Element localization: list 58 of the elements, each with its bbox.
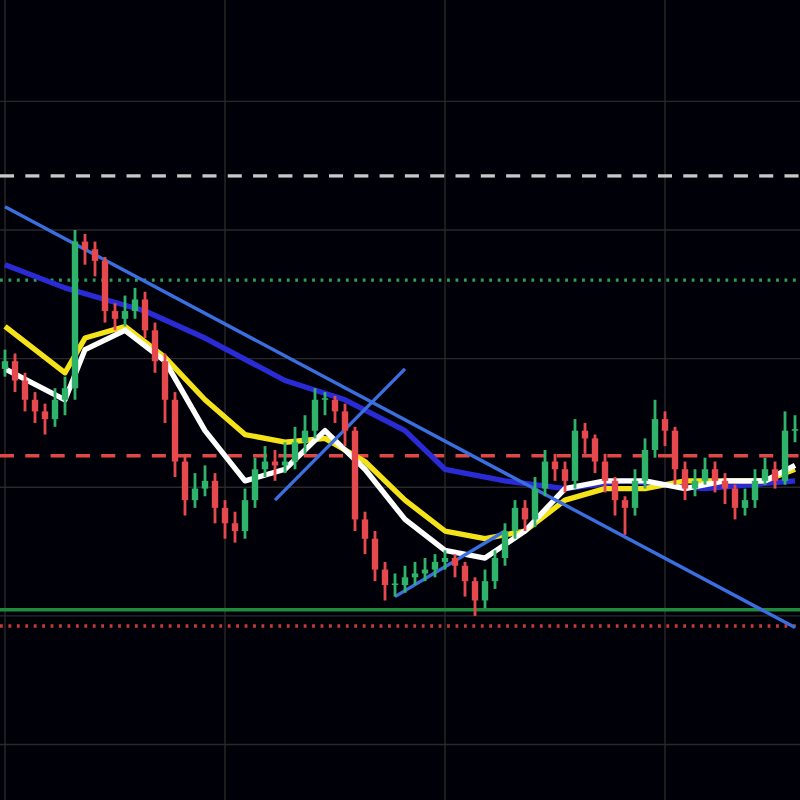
candlestick: [311, 386, 319, 440]
candlestick: [21, 371, 29, 413]
candlestick: [451, 552, 459, 579]
candlestick: [61, 375, 69, 417]
candlestick: [121, 294, 129, 328]
candlestick: [211, 471, 219, 525]
candlestick: [621, 494, 629, 537]
candlestick: [511, 498, 519, 541]
candlestick: [771, 460, 779, 490]
candlestick: [541, 448, 549, 498]
candlestick: [761, 456, 769, 487]
candlestick: [721, 471, 729, 506]
candlestick: [251, 456, 259, 510]
candlestick: [641, 436, 649, 490]
candlestick: [481, 568, 489, 610]
candlestick: [501, 521, 509, 568]
candlestick: [51, 386, 59, 429]
candlestick: [701, 456, 709, 487]
candlestick: [741, 487, 749, 517]
candlestick: [661, 409, 669, 448]
candlestick: [11, 352, 19, 394]
candlestick: [241, 487, 249, 541]
candlestick: [361, 510, 369, 556]
candlestick: [131, 286, 139, 321]
candlestick: [691, 467, 699, 498]
candlestick: [231, 510, 239, 544]
candlestick: [751, 467, 759, 510]
candlestick: [321, 390, 329, 417]
candlestick: [631, 467, 639, 517]
candlestick: [221, 498, 229, 541]
candlestick: [161, 352, 169, 425]
candlestick: [611, 475, 619, 517]
candlestick: [201, 463, 209, 498]
candlestick: [651, 398, 659, 460]
candlestick: [441, 548, 449, 572]
candlestick: [391, 572, 399, 599]
candlestick: [681, 460, 689, 502]
candlestick: [411, 560, 419, 587]
candlestick: [561, 460, 569, 494]
candlestick: [531, 475, 539, 529]
candlestick: [461, 560, 469, 599]
candlestick: [381, 560, 389, 602]
candlestick: [491, 548, 499, 591]
candlestick: [341, 402, 349, 448]
candlestick: [91, 240, 99, 278]
candlestick: [371, 529, 379, 583]
candlestick: [111, 301, 119, 332]
candlestick: [291, 425, 299, 471]
candlestick: [471, 575, 479, 618]
candlestick: [731, 483, 739, 521]
candlestick: [41, 402, 49, 436]
candlestick: [711, 460, 719, 494]
candlestick: [791, 413, 799, 444]
candlestick: [401, 564, 409, 595]
candlestick: [431, 552, 439, 579]
candlestick: [1, 348, 9, 379]
candlestick: [141, 290, 149, 340]
candlestick: [151, 321, 159, 375]
